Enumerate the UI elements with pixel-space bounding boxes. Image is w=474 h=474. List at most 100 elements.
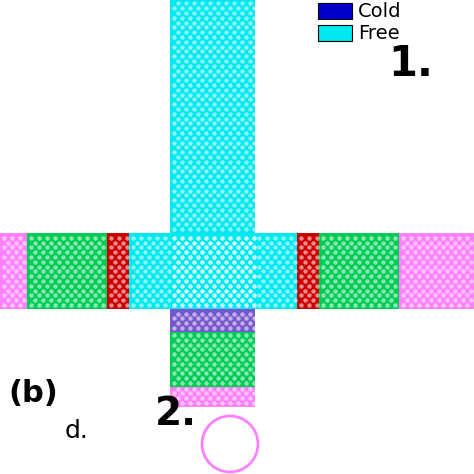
Point — [222, 287, 230, 294]
Point — [246, 310, 254, 318]
Point — [182, 57, 190, 65]
Point — [214, 28, 222, 36]
Point — [214, 144, 222, 151]
Point — [275, 239, 283, 246]
Point — [141, 296, 149, 304]
Point — [194, 91, 202, 99]
Point — [331, 268, 339, 275]
Point — [51, 292, 59, 299]
Point — [238, 105, 246, 113]
Point — [0, 253, 8, 261]
Point — [305, 282, 313, 290]
Point — [194, 370, 202, 377]
Point — [174, 296, 182, 304]
Point — [182, 67, 190, 74]
Point — [75, 273, 83, 280]
Point — [182, 385, 190, 392]
Point — [238, 287, 246, 294]
Point — [214, 115, 222, 122]
Point — [222, 310, 230, 318]
Point — [323, 248, 331, 256]
Point — [141, 258, 149, 265]
Point — [206, 144, 214, 151]
Point — [297, 301, 305, 309]
Point — [27, 263, 35, 270]
Point — [95, 268, 103, 275]
Point — [111, 287, 119, 294]
Point — [222, 201, 230, 209]
Point — [174, 248, 182, 256]
Point — [202, 119, 210, 127]
Point — [271, 301, 279, 309]
Point — [182, 86, 190, 93]
Point — [242, 350, 250, 358]
Point — [218, 390, 226, 397]
Point — [210, 273, 218, 280]
Point — [214, 287, 222, 294]
Point — [170, 81, 178, 89]
Point — [255, 282, 263, 290]
Point — [234, 148, 242, 156]
Point — [246, 144, 254, 151]
Point — [186, 110, 194, 118]
Point — [153, 244, 161, 251]
Point — [343, 292, 351, 299]
Point — [194, 292, 202, 299]
Point — [279, 292, 287, 299]
Point — [250, 292, 258, 299]
Point — [343, 273, 351, 280]
Point — [226, 253, 234, 261]
Point — [161, 263, 169, 270]
Point — [71, 277, 79, 285]
Point — [59, 301, 67, 309]
Point — [234, 168, 242, 175]
Point — [419, 277, 427, 285]
Point — [431, 234, 439, 242]
Point — [267, 277, 275, 285]
Point — [234, 33, 242, 41]
Point — [0, 263, 8, 270]
Point — [186, 301, 194, 309]
Point — [123, 234, 131, 242]
Point — [16, 244, 24, 251]
Point — [415, 244, 423, 251]
Point — [383, 253, 391, 261]
Point — [447, 263, 455, 270]
Point — [331, 248, 339, 256]
Point — [186, 315, 194, 322]
Point — [250, 100, 258, 108]
Point — [194, 129, 202, 137]
Point — [170, 177, 178, 185]
Point — [234, 301, 242, 309]
Point — [407, 301, 415, 309]
Point — [47, 296, 55, 304]
Point — [222, 239, 230, 246]
Point — [71, 239, 79, 246]
Point — [198, 124, 206, 132]
Point — [202, 110, 210, 118]
Point — [230, 296, 238, 304]
Point — [255, 244, 263, 251]
Point — [202, 331, 210, 339]
Point — [283, 296, 291, 304]
Point — [287, 273, 295, 280]
Point — [206, 86, 214, 93]
Point — [174, 287, 182, 294]
Point — [198, 287, 206, 294]
Point — [263, 234, 271, 242]
Point — [186, 282, 194, 290]
Point — [463, 263, 471, 270]
Point — [309, 277, 317, 285]
Point — [178, 399, 186, 407]
Point — [230, 277, 238, 285]
Point — [198, 220, 206, 228]
Point — [202, 4, 210, 12]
Point — [407, 292, 415, 299]
Point — [59, 263, 67, 270]
Point — [119, 239, 127, 246]
Point — [153, 301, 161, 309]
Point — [95, 287, 103, 294]
Point — [383, 263, 391, 270]
Point — [371, 268, 379, 275]
Point — [71, 287, 79, 294]
